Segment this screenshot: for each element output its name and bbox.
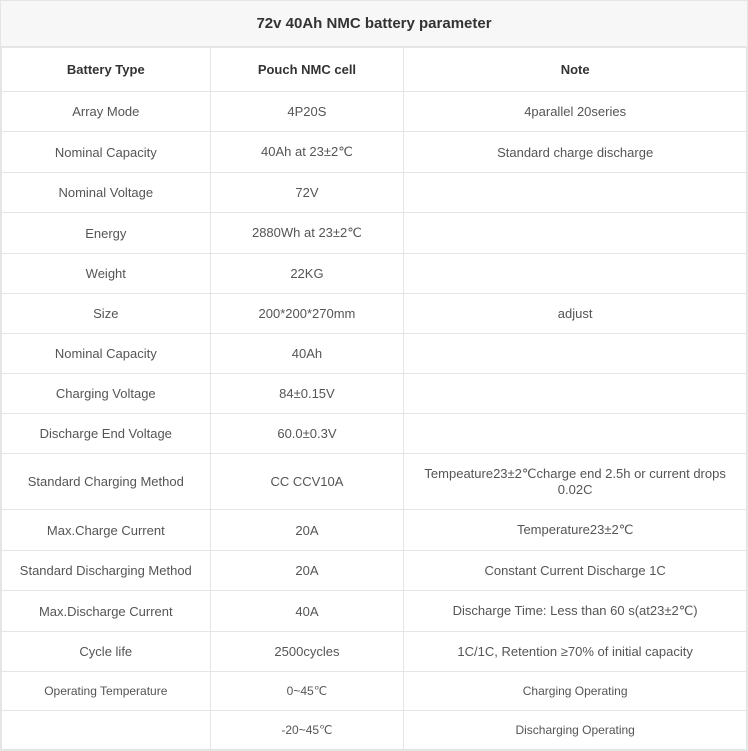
- cell-param: Charging Voltage: [2, 374, 211, 414]
- table-row: Discharge End Voltage60.0±0.3V: [2, 414, 747, 454]
- cell-param: Nominal Capacity: [2, 334, 211, 374]
- cell-param: Energy: [2, 213, 211, 254]
- spec-table: Battery Type Pouch NMC cell Note Array M…: [1, 47, 747, 750]
- cell-value: 72V: [210, 173, 404, 213]
- cell-param: Discharge End Voltage: [2, 414, 211, 454]
- cell-note: Discharging Operating: [404, 711, 747, 750]
- table-row: Max.Charge Current20ATemperature23±2℃: [2, 510, 747, 551]
- table-row: Array Mode4P20S4parallel 20series: [2, 92, 747, 132]
- cell-note: Tempeature23±2℃charge end 2.5h or curren…: [404, 454, 747, 510]
- table-row: Nominal Capacity40Ah at 23±2℃Standard ch…: [2, 132, 747, 173]
- cell-note: Temperature23±2℃: [404, 510, 747, 551]
- cell-note: [404, 254, 747, 294]
- cell-note: adjust: [404, 294, 747, 334]
- cell-value: 84±0.15V: [210, 374, 404, 414]
- cell-note: [404, 213, 747, 254]
- cell-param: [2, 711, 211, 750]
- cell-param: Array Mode: [2, 92, 211, 132]
- cell-value: 20A: [210, 510, 404, 551]
- cell-param: Standard Charging Method: [2, 454, 211, 510]
- header-col3: Note: [404, 48, 747, 92]
- table-row: -20~45℃Discharging Operating: [2, 711, 747, 750]
- cell-param: Standard Discharging Method: [2, 551, 211, 591]
- cell-value: 20A: [210, 551, 404, 591]
- cell-param: Nominal Capacity: [2, 132, 211, 173]
- cell-note: [404, 334, 747, 374]
- cell-value: 0~45℃: [210, 672, 404, 711]
- header-col1: Battery Type: [2, 48, 211, 92]
- cell-value: 4P20S: [210, 92, 404, 132]
- table-row: Energy2880Wh at 23±2℃: [2, 213, 747, 254]
- spec-table-container: 72v 40Ah NMC battery parameter Battery T…: [0, 0, 748, 751]
- cell-note: 1C/1C, Retention ≥70% of initial capacit…: [404, 632, 747, 672]
- table-row: Charging Voltage84±0.15V: [2, 374, 747, 414]
- cell-note: [404, 374, 747, 414]
- cell-value: 60.0±0.3V: [210, 414, 404, 454]
- cell-value: 200*200*270mm: [210, 294, 404, 334]
- cell-note: Discharge Time: Less than 60 s(at23±2℃): [404, 591, 747, 632]
- table-row: Nominal Capacity40Ah: [2, 334, 747, 374]
- table-row: Nominal Voltage72V: [2, 173, 747, 213]
- header-col2: Pouch NMC cell: [210, 48, 404, 92]
- table-row: Cycle life2500cycles1C/1C, Retention ≥70…: [2, 632, 747, 672]
- table-body: Array Mode4P20S4parallel 20seriesNominal…: [2, 92, 747, 750]
- cell-param: Operating Temperature: [2, 672, 211, 711]
- cell-note: Constant Current Discharge 1C: [404, 551, 747, 591]
- cell-param: Max.Charge Current: [2, 510, 211, 551]
- cell-value: 40Ah at 23±2℃: [210, 132, 404, 173]
- cell-value: 2880Wh at 23±2℃: [210, 213, 404, 254]
- header-row: Battery Type Pouch NMC cell Note: [2, 48, 747, 92]
- table-title: 72v 40Ah NMC battery parameter: [1, 1, 747, 47]
- table-row: Standard Discharging Method20AConstant C…: [2, 551, 747, 591]
- cell-note: [404, 173, 747, 213]
- cell-param: Size: [2, 294, 211, 334]
- table-row: Weight22KG: [2, 254, 747, 294]
- table-row: Operating Temperature0~45℃Charging Opera…: [2, 672, 747, 711]
- cell-value: CC CCV10A: [210, 454, 404, 510]
- cell-note: Standard charge discharge: [404, 132, 747, 173]
- table-row: Standard Charging MethodCC CCV10ATempeat…: [2, 454, 747, 510]
- cell-value: 40A: [210, 591, 404, 632]
- cell-param: Max.Discharge Current: [2, 591, 211, 632]
- cell-value: -20~45℃: [210, 711, 404, 750]
- cell-param: Cycle life: [2, 632, 211, 672]
- cell-value: 22KG: [210, 254, 404, 294]
- cell-value: 40Ah: [210, 334, 404, 374]
- cell-param: Nominal Voltage: [2, 173, 211, 213]
- table-row: Size200*200*270mmadjust: [2, 294, 747, 334]
- cell-note: 4parallel 20series: [404, 92, 747, 132]
- table-row: Max.Discharge Current40ADischarge Time: …: [2, 591, 747, 632]
- cell-note: [404, 414, 747, 454]
- cell-note: Charging Operating: [404, 672, 747, 711]
- cell-value: 2500cycles: [210, 632, 404, 672]
- cell-param: Weight: [2, 254, 211, 294]
